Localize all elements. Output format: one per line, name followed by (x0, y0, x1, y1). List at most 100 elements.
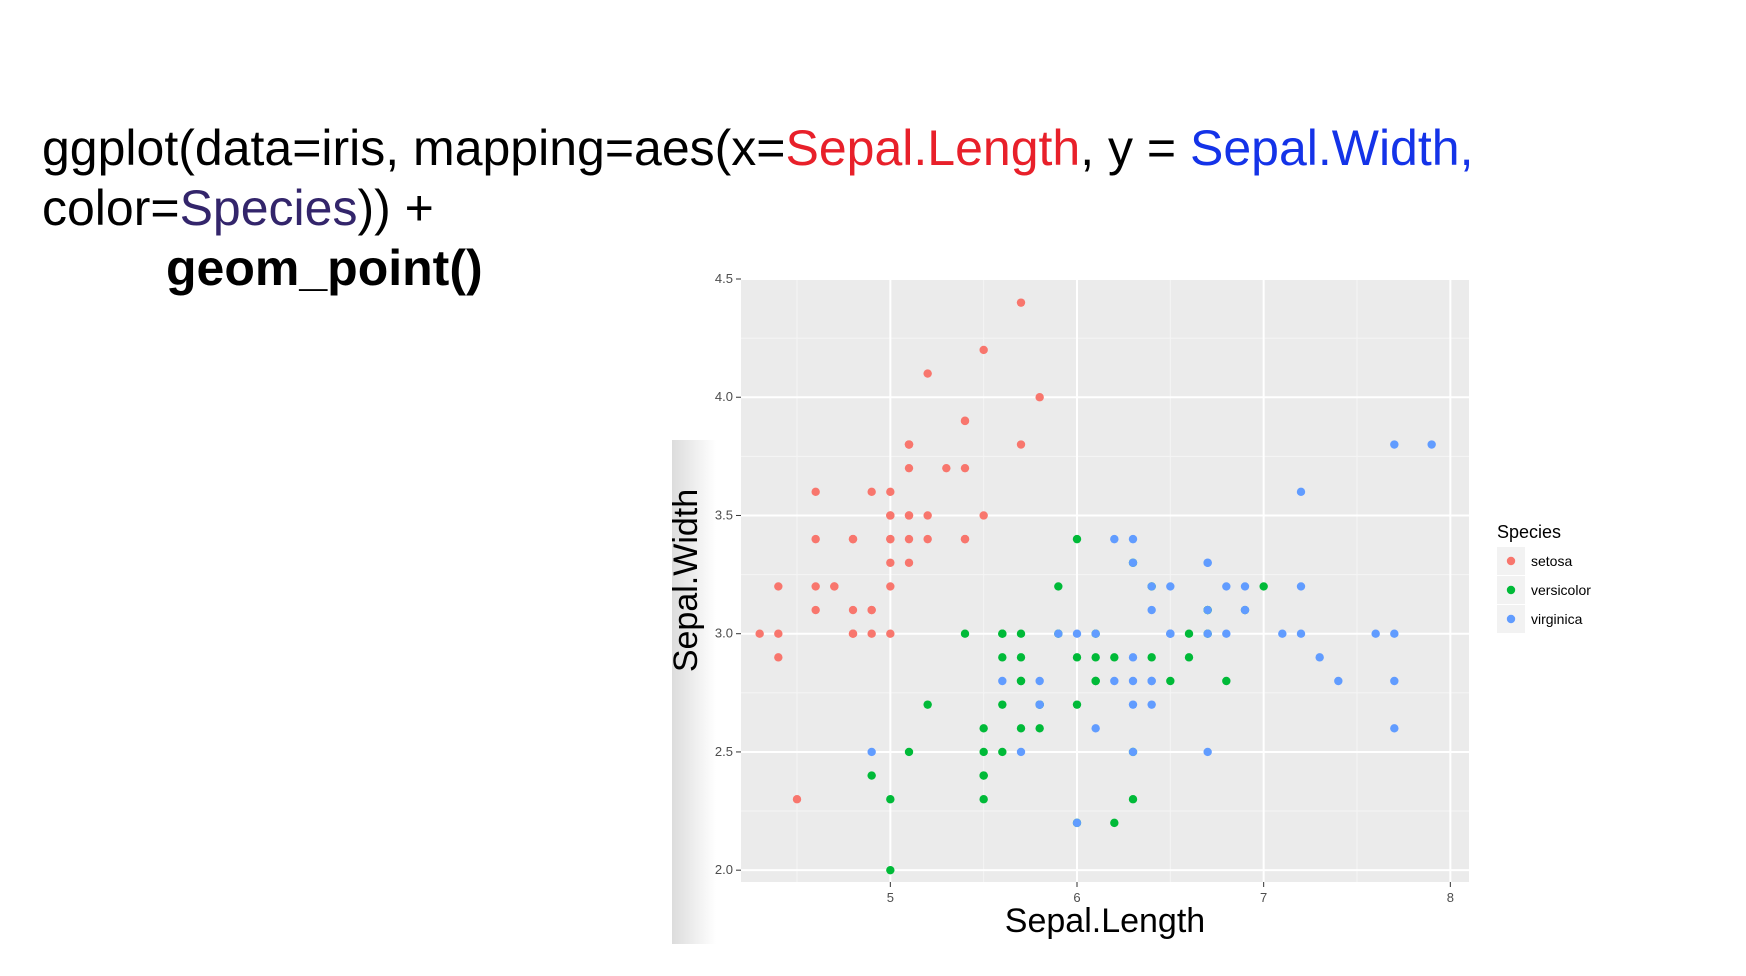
code-line-1: ggplot(data=iris, mapping=aes(x=Sepal.Le… (42, 118, 1542, 178)
point-setosa (1016, 440, 1026, 449)
point-virginica (1390, 629, 1399, 638)
point-versicolor (886, 865, 895, 875)
point-setosa (848, 605, 858, 615)
point-setosa (774, 582, 783, 591)
point-virginica (1091, 724, 1100, 733)
point-versicolor (1016, 724, 1026, 733)
point-virginica (1240, 582, 1250, 591)
point-virginica (1315, 653, 1324, 662)
point-setosa (811, 605, 820, 615)
point-virginica (1390, 440, 1399, 449)
point-virginica (1334, 676, 1343, 686)
point-setosa (886, 487, 895, 497)
x-axis-title: Sepal.Length (1005, 902, 1205, 940)
point-virginica (1128, 558, 1138, 567)
point-virginica (1035, 676, 1044, 686)
point-setosa (755, 629, 764, 638)
point-virginica (1072, 629, 1082, 638)
point-versicolor (1128, 795, 1138, 804)
point-virginica (1390, 724, 1399, 733)
point-setosa (774, 653, 783, 662)
point-virginica (1371, 629, 1380, 638)
point-setosa (1016, 298, 1026, 307)
code-token: color= (42, 180, 180, 236)
point-versicolor (1259, 582, 1268, 591)
point-virginica (1296, 582, 1306, 591)
code-token: Sepal.Length (785, 120, 1081, 176)
y-tick-label: 3.5 (715, 507, 733, 522)
point-setosa (867, 487, 876, 497)
point-virginica (1072, 818, 1082, 828)
point-setosa (867, 629, 876, 638)
y-axis-title: Sepal.Width (667, 489, 705, 672)
legend-swatch-versicolor (1506, 585, 1516, 595)
point-versicolor (979, 747, 988, 757)
x-axis: 5 6 7 8 (887, 882, 1454, 905)
point-virginica (1203, 629, 1212, 638)
y-tick-label: 4.0 (715, 389, 733, 404)
point-virginica (1222, 629, 1231, 638)
x-tick-label: 8 (1447, 890, 1454, 905)
point-setosa (811, 534, 820, 544)
point-setosa (792, 795, 802, 804)
point-versicolor (1147, 653, 1156, 662)
point-versicolor (998, 700, 1007, 709)
point-versicolor (1016, 676, 1026, 686)
point-setosa (811, 582, 820, 591)
code-token: ggplot(data=iris, mapping=aes(x= (42, 120, 786, 176)
point-virginica (1091, 629, 1100, 638)
point-virginica (1147, 605, 1156, 615)
grid-minor (741, 279, 1469, 882)
point-versicolor (979, 724, 988, 733)
legend-label-setosa: setosa (1531, 553, 1572, 569)
point-setosa (886, 511, 895, 520)
point-setosa (886, 558, 895, 567)
code-token: Sepal.Width, (1189, 120, 1474, 176)
point-virginica (1128, 700, 1138, 709)
point-setosa (886, 629, 895, 638)
point-virginica (1110, 676, 1119, 686)
point-versicolor (886, 795, 895, 804)
point-setosa (848, 534, 858, 544)
y-axis: 2.0 2.5 3.0 3.5 4.0 4.5 (715, 271, 741, 877)
point-virginica (867, 747, 876, 757)
point-virginica (1128, 534, 1138, 544)
point-versicolor (960, 629, 970, 638)
point-virginica (1054, 629, 1063, 638)
shadow-gradient (672, 440, 716, 944)
point-setosa (867, 605, 876, 615)
point-setosa (942, 463, 951, 473)
point-setosa (848, 629, 858, 638)
point-setosa (774, 629, 783, 638)
point-virginica (1296, 487, 1306, 497)
legend: Species setosa versicolor virginica (1497, 522, 1591, 633)
code-token: )) + (357, 180, 434, 236)
point-setosa (811, 487, 820, 497)
point-versicolor (1035, 724, 1044, 733)
point-virginica (1296, 629, 1306, 638)
y-tick-label: 3.0 (715, 626, 733, 641)
point-setosa (904, 440, 914, 449)
point-versicolor (998, 653, 1007, 662)
point-virginica (1147, 676, 1156, 686)
plot-panel (741, 279, 1469, 882)
point-versicolor (867, 771, 876, 780)
point-versicolor (979, 771, 988, 780)
point-setosa (904, 463, 914, 473)
point-virginica (1128, 676, 1138, 686)
point-versicolor (1110, 653, 1119, 662)
point-setosa (979, 511, 988, 520)
point-virginica (1222, 582, 1231, 591)
data-points (755, 298, 1436, 875)
point-setosa (979, 345, 988, 355)
point-setosa (886, 582, 895, 591)
point-versicolor (979, 795, 988, 804)
point-virginica (1147, 700, 1156, 709)
point-virginica (1427, 440, 1436, 449)
code-snippet: ggplot(data=iris, mapping=aes(x=Sepal.Le… (42, 118, 1542, 298)
point-virginica (1016, 747, 1026, 757)
point-setosa (886, 534, 895, 544)
point-versicolor (923, 700, 932, 709)
code-token: Species (179, 180, 358, 236)
point-virginica (1128, 653, 1138, 662)
